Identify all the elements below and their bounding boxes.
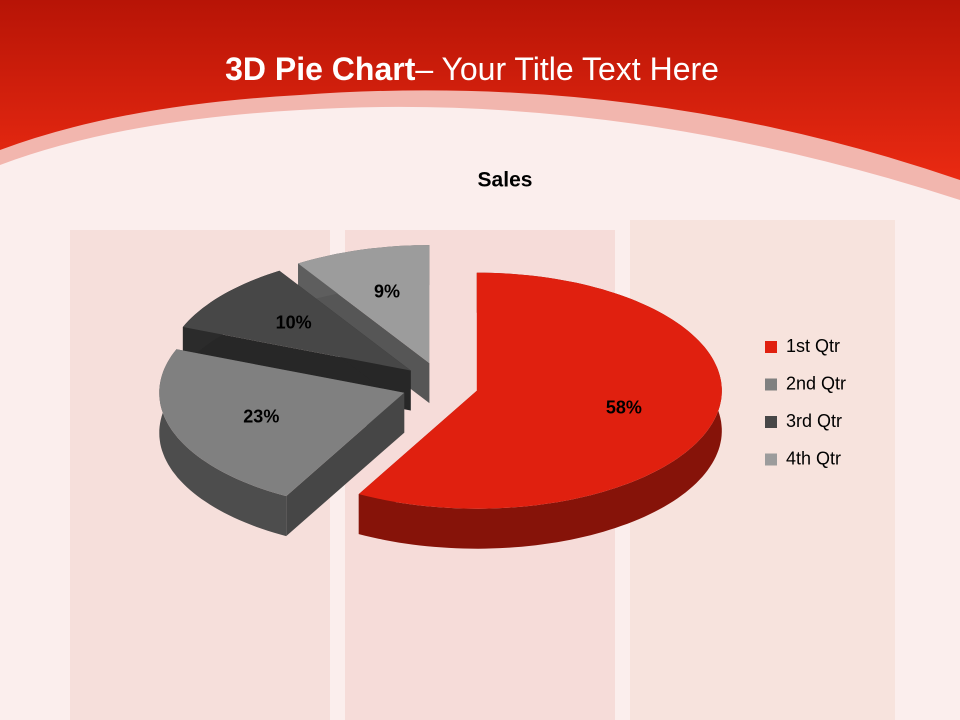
slice bbox=[159, 349, 405, 497]
slice-wall bbox=[358, 272, 722, 549]
data-label: 58% bbox=[606, 398, 642, 418]
slice-side-face bbox=[286, 392, 405, 537]
slice bbox=[298, 245, 430, 364]
slide-title: 3D Pie Chart– Your Title Text Here bbox=[225, 51, 719, 87]
legend-swatch bbox=[765, 416, 777, 428]
legend-swatch bbox=[765, 341, 777, 353]
legend-label: 1st Qtr bbox=[786, 336, 840, 356]
data-label: 9% bbox=[374, 282, 400, 302]
legend-swatch bbox=[765, 378, 777, 391]
legend: 1st Qtr 2nd Qtr 3rd Qtr 4th Qtr bbox=[765, 336, 846, 468]
slice bbox=[358, 272, 722, 509]
slice-wall bbox=[159, 349, 287, 537]
slide-title-rest: – Your Title Text Here bbox=[415, 51, 719, 87]
legend-label: 4th Qtr bbox=[786, 448, 841, 468]
header-band bbox=[0, 0, 960, 180]
slide-title-bold: 3D Pie Chart bbox=[225, 51, 416, 87]
data-label: 23% bbox=[243, 406, 279, 426]
slice bbox=[182, 270, 411, 371]
legend-swatch bbox=[765, 453, 777, 466]
chart-title: Sales bbox=[478, 169, 533, 192]
legend-label: 3rd Qtr bbox=[786, 411, 842, 431]
pie: 58% 23% 10% 9% bbox=[159, 245, 722, 549]
legend-label: 2nd Qtr bbox=[786, 373, 846, 393]
data-label: 10% bbox=[276, 313, 312, 333]
